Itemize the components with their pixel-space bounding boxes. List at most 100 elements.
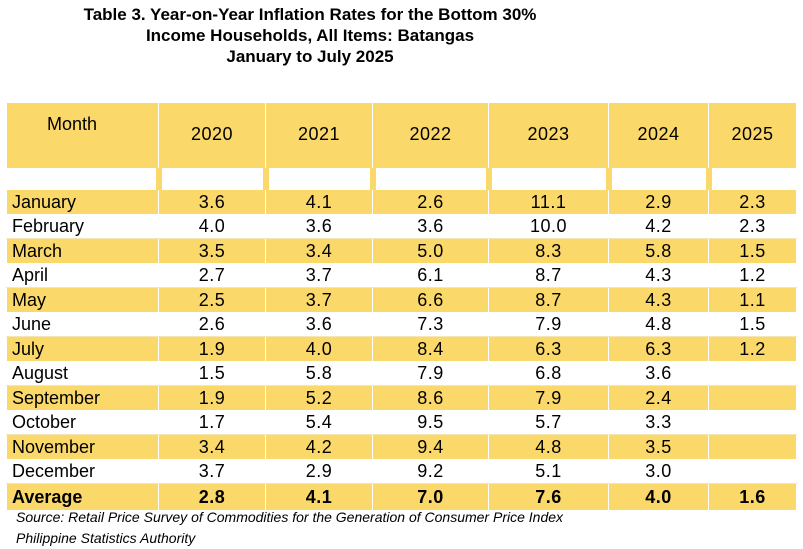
- table-row: September 1.9 5.2 8.6 7.9 2.4: [6, 385, 797, 411]
- value-cell: 1.5: [708, 311, 797, 337]
- value-cell: 7.9: [488, 311, 609, 337]
- value-cell: 1.1: [708, 287, 797, 313]
- table-row: August 1.5 5.8 7.9 6.8 3.6: [6, 360, 797, 386]
- value-cell: 1.5: [158, 360, 266, 386]
- value-cell: 1.6: [708, 483, 797, 511]
- value-cell: 6.3: [608, 336, 709, 362]
- value-cell: 4.2: [265, 434, 373, 460]
- value-cell: 1.9: [158, 336, 266, 362]
- value-cell: 6.8: [488, 360, 609, 386]
- value-cell: 1.9: [158, 385, 266, 411]
- year-header-2020: 2020: [158, 102, 266, 169]
- value-cell: 6.3: [488, 336, 609, 362]
- table-row: February 4.0 3.6 3.6 10.0 4.2 2.3: [6, 213, 797, 239]
- month-cell: March: [6, 238, 159, 264]
- value-cell: 8.7: [488, 262, 609, 288]
- value-cell: 4.0: [265, 336, 373, 362]
- value-cell: [708, 385, 797, 411]
- value-cell: 4.0: [158, 213, 266, 239]
- value-cell: 2.4: [608, 385, 709, 411]
- table-row: June 2.6 3.6 7.3 7.9 4.8 1.5: [6, 311, 797, 337]
- title-line-1: Table 3. Year-on-Year Inflation Rates fo…: [83, 5, 537, 24]
- table-row: March 3.5 3.4 5.0 8.3 5.8 1.5: [6, 238, 797, 264]
- title-line-3: January to July 2025: [226, 47, 394, 66]
- value-cell: [708, 434, 797, 460]
- month-cell: Average: [6, 483, 159, 511]
- value-cell: 2.9: [265, 458, 373, 484]
- value-cell: 7.9: [372, 360, 489, 386]
- value-cell: 7.0: [372, 483, 489, 511]
- value-cell: 4.3: [608, 262, 709, 288]
- value-cell: [708, 458, 797, 484]
- value-cell: 2.5: [158, 287, 266, 313]
- value-cell: 9.4: [372, 434, 489, 460]
- spacer-row: [6, 168, 797, 190]
- value-cell: 3.4: [158, 434, 266, 460]
- value-cell: 8.4: [372, 336, 489, 362]
- table-row: December 3.7 2.9 9.2 5.1 3.0: [6, 458, 797, 484]
- year-header-2022: 2022: [372, 102, 489, 169]
- month-header: Month: [6, 102, 159, 169]
- year-header-2021: 2021: [265, 102, 373, 169]
- value-cell: 3.6: [265, 213, 373, 239]
- value-cell: 1.2: [708, 336, 797, 362]
- value-cell: 8.7: [488, 287, 609, 313]
- value-cell: 9.5: [372, 409, 489, 435]
- value-cell: 3.7: [265, 262, 373, 288]
- month-cell: October: [6, 409, 159, 435]
- value-cell: 2.3: [708, 189, 797, 215]
- value-cell: 6.6: [372, 287, 489, 313]
- value-cell: 5.4: [265, 409, 373, 435]
- month-cell: August: [6, 360, 159, 386]
- value-cell: [708, 360, 797, 386]
- month-cell: July: [6, 336, 159, 362]
- value-cell: 3.5: [158, 238, 266, 264]
- value-cell: 3.6: [372, 213, 489, 239]
- table-row: January 3.6 4.1 2.6 11.1 2.9 2.3: [6, 189, 797, 215]
- value-cell: 4.1: [265, 483, 373, 511]
- value-cell: 4.3: [608, 287, 709, 313]
- month-cell: April: [6, 262, 159, 288]
- table-row: October 1.7 5.4 9.5 5.7 3.3: [6, 409, 797, 435]
- value-cell: 2.6: [372, 189, 489, 215]
- table-title: Table 3. Year-on-Year Inflation Rates fo…: [0, 4, 620, 67]
- value-cell: 5.1: [488, 458, 609, 484]
- source-line-1: Source: Retail Price Survey of Commoditi…: [16, 509, 564, 525]
- year-header-2025: 2025: [708, 102, 797, 169]
- value-cell: 1.5: [708, 238, 797, 264]
- title-line-2: Income Households, All Items: Batangas: [145, 26, 475, 45]
- value-cell: 5.7: [488, 409, 609, 435]
- value-cell: 3.7: [158, 458, 266, 484]
- value-cell: 1.2: [708, 262, 797, 288]
- value-cell: 8.3: [488, 238, 609, 264]
- value-cell: 3.5: [608, 434, 709, 460]
- month-cell: December: [6, 458, 159, 484]
- value-cell: 2.9: [608, 189, 709, 215]
- month-cell: January: [6, 189, 159, 215]
- value-cell: 4.8: [608, 311, 709, 337]
- year-header-2023: 2023: [488, 102, 609, 169]
- table-row: July 1.9 4.0 8.4 6.3 6.3 1.2: [6, 336, 797, 362]
- value-cell: 7.3: [372, 311, 489, 337]
- month-cell: February: [6, 213, 159, 239]
- value-cell: 2.6: [158, 311, 266, 337]
- value-cell: 4.0: [608, 483, 709, 511]
- value-cell: 10.0: [488, 213, 609, 239]
- value-cell: 6.1: [372, 262, 489, 288]
- value-cell: 3.6: [608, 360, 709, 386]
- table-row: November 3.4 4.2 9.4 4.8 3.5: [6, 434, 797, 460]
- value-cell: 3.0: [608, 458, 709, 484]
- average-row: Average 2.8 4.1 7.0 7.6 4.0 1.6: [6, 483, 797, 511]
- month-cell: September: [6, 385, 159, 411]
- table-row: April 2.7 3.7 6.1 8.7 4.3 1.2: [6, 262, 797, 288]
- value-cell: 4.1: [265, 189, 373, 215]
- value-cell: 11.1: [488, 189, 609, 215]
- value-cell: 2.7: [158, 262, 266, 288]
- inflation-table: Month 2020 2021 2022 2023 2024 2025 Janu…: [6, 102, 797, 511]
- month-cell: June: [6, 311, 159, 337]
- value-cell: 7.6: [488, 483, 609, 511]
- value-cell: 2.3: [708, 213, 797, 239]
- value-cell: 3.3: [608, 409, 709, 435]
- value-cell: 3.6: [265, 311, 373, 337]
- value-cell: 5.2: [265, 385, 373, 411]
